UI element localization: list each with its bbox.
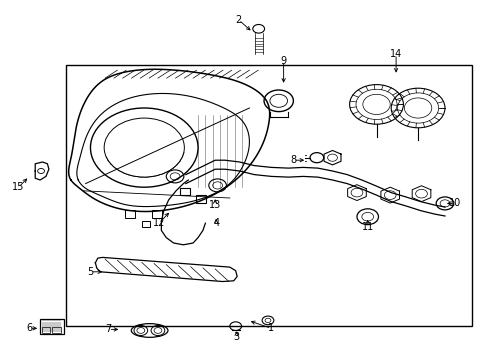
Text: 12: 12: [152, 218, 165, 228]
Text: 14: 14: [389, 49, 402, 59]
Text: 5: 5: [87, 267, 93, 277]
Text: 3: 3: [233, 332, 239, 342]
Polygon shape: [95, 257, 237, 282]
Bar: [42, 327, 50, 333]
Bar: [195, 195, 206, 203]
Text: 11: 11: [361, 222, 373, 232]
Bar: [66, 65, 471, 326]
Text: 7: 7: [105, 324, 111, 334]
Bar: [151, 210, 162, 218]
Text: 9: 9: [280, 56, 286, 66]
Bar: [124, 210, 135, 218]
Bar: [40, 319, 63, 334]
Bar: [142, 221, 149, 227]
Bar: [180, 188, 189, 195]
Text: 15: 15: [12, 182, 25, 192]
Text: 8: 8: [290, 155, 296, 165]
Text: 13: 13: [208, 200, 221, 210]
Text: 10: 10: [447, 198, 460, 208]
Text: 2: 2: [235, 15, 241, 25]
Bar: [52, 327, 61, 333]
Text: 6: 6: [26, 323, 32, 333]
Text: 4: 4: [213, 218, 219, 228]
Text: 1: 1: [268, 323, 274, 333]
